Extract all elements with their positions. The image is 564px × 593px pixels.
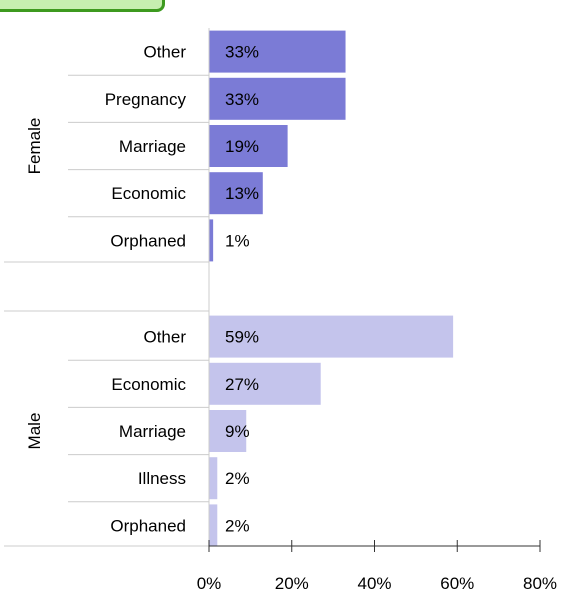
data-label: 33%: [225, 90, 259, 109]
data-label: 27%: [225, 375, 259, 394]
x-tick-label: 60%: [440, 574, 474, 593]
x-tick-label: 0%: [197, 574, 222, 593]
category-label: Orphaned: [110, 231, 186, 250]
group-label: Female: [25, 118, 44, 175]
category-label: Orphaned: [110, 516, 186, 535]
data-label: 59%: [225, 328, 259, 347]
x-tick-label: 80%: [523, 574, 557, 593]
category-label: Illness: [138, 469, 186, 488]
bar: [209, 172, 263, 215]
category-label: Economic: [111, 375, 186, 394]
category-label: Marriage: [119, 422, 186, 441]
group-label: Male: [25, 413, 44, 450]
bar: [209, 125, 288, 167]
data-label: 19%: [225, 137, 259, 156]
bar: [209, 362, 321, 405]
bar: [209, 457, 218, 500]
bar: [209, 77, 346, 120]
data-label: 1%: [225, 231, 250, 250]
data-label: 2%: [225, 469, 250, 488]
data-label: 33%: [225, 43, 259, 62]
bar: [209, 504, 218, 547]
header-tab-fragment: [0, 0, 165, 12]
data-label: 2%: [225, 516, 250, 535]
category-label: Other: [143, 328, 186, 347]
bar: [209, 30, 346, 73]
data-label: 13%: [225, 184, 259, 203]
bar: [209, 410, 247, 452]
category-label: Pregnancy: [105, 90, 187, 109]
data-label: 9%: [225, 422, 250, 441]
category-label: Other: [143, 43, 186, 62]
bar: [209, 315, 454, 358]
x-tick-label: 40%: [357, 574, 391, 593]
category-label: Economic: [111, 184, 186, 203]
x-tick-label: 20%: [275, 574, 309, 593]
bar: [209, 219, 214, 262]
category-label: Marriage: [119, 137, 186, 156]
